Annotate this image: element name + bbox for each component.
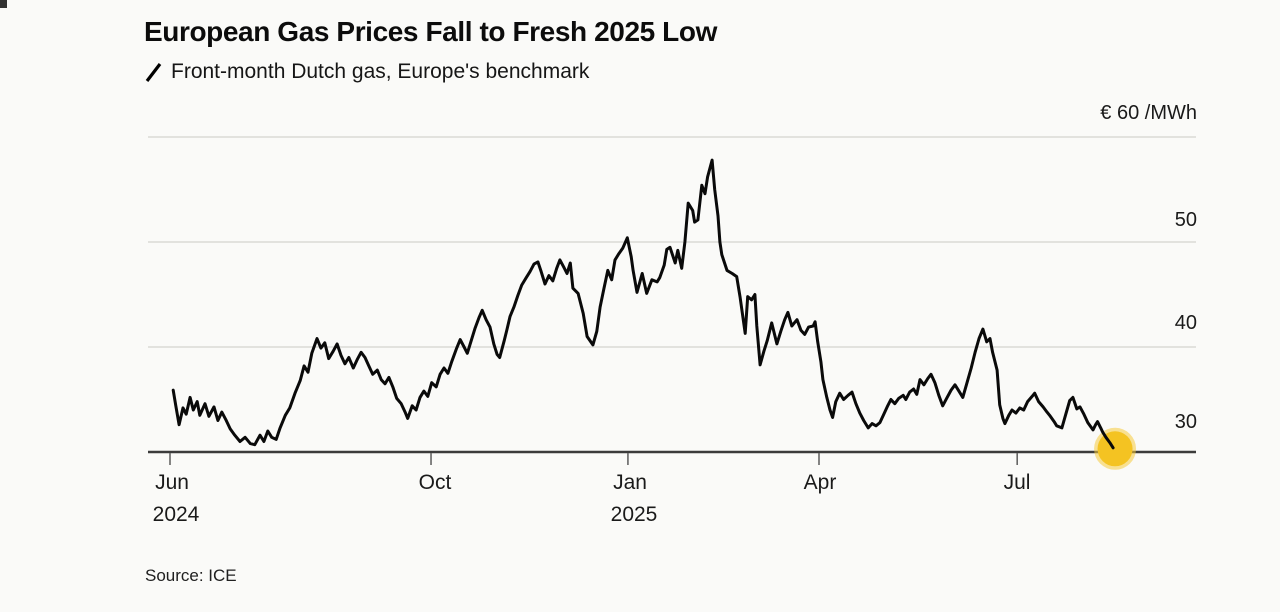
corner-mark: [0, 0, 7, 8]
gridlines: [148, 136, 1196, 348]
source-note: Source: ICE: [145, 566, 237, 585]
y-tick-label-40: 40: [1174, 312, 1197, 334]
y-axis-unit-label: € 60 /MWh: [1100, 102, 1197, 124]
chart-subtitle: Front-month Dutch gas, Europe's benchmar…: [145, 60, 589, 84]
x-tick-label-apr: Apr: [803, 471, 837, 494]
series-key-slash-icon: [145, 62, 162, 83]
latest-point-marker: [1094, 427, 1137, 470]
subtitle-label: Front-month Dutch gas, Europe's benchmar…: [171, 60, 590, 83]
x-tick-label-jul: Jul: [1003, 471, 1031, 494]
x-year-label-2025: 2025: [610, 503, 658, 526]
x-year-label-2024: 2024: [152, 503, 200, 526]
y-tick-label-50: 50: [1174, 209, 1197, 231]
price-line: [171, 158, 1115, 450]
page-title: European Gas Prices Fall to Fresh 2025 L…: [144, 16, 717, 47]
x-axis-ticks: [169, 453, 1018, 465]
x-tick-label-jan: Jan: [613, 471, 647, 494]
y-tick-label-30: 30: [1174, 411, 1197, 433]
x-tick-label-jun: Jun: [155, 471, 189, 494]
x-tick-label-oct: Oct: [418, 471, 452, 494]
